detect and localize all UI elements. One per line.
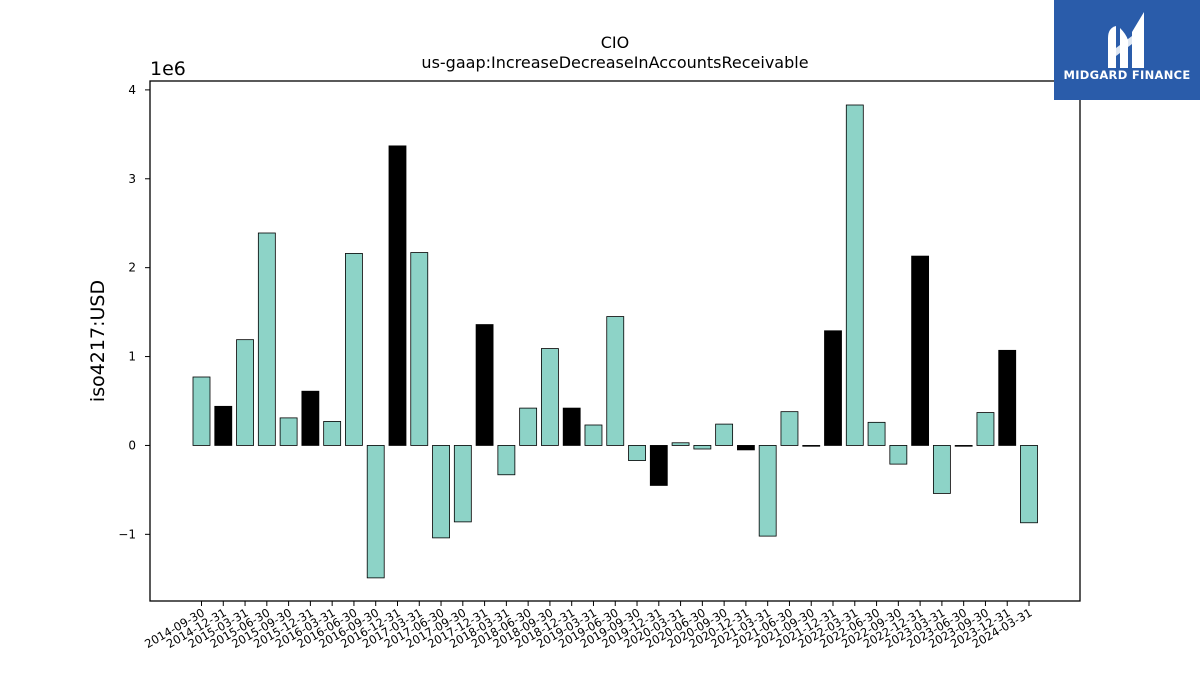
bar (606, 316, 625, 446)
bar (628, 445, 646, 461)
bar (932, 445, 951, 494)
y-scale-label: 1e6 (150, 58, 186, 80)
bar (345, 253, 363, 446)
midgard-logo-icon (1108, 12, 1144, 68)
bar (279, 417, 298, 446)
bar (715, 423, 734, 446)
bar (453, 445, 472, 523)
bar (737, 445, 755, 451)
bar (802, 445, 821, 447)
bar (911, 255, 930, 446)
y-tick-label: 3 (128, 172, 136, 186)
midgard-finance-logo: MIDGARD FINANCE (1054, 0, 1200, 100)
bar (192, 376, 211, 446)
chart-title: CIO (601, 33, 629, 52)
bar (432, 445, 450, 539)
bar (257, 232, 276, 446)
bar (780, 411, 799, 446)
y-tick-label: 2 (128, 261, 136, 275)
bar (976, 412, 995, 446)
y-tick-label: 1 (128, 350, 136, 364)
bar (824, 330, 842, 446)
bar (410, 252, 429, 446)
x-axis-ticks: 2014-09-302014-12-312015-03-312015-06-30… (142, 601, 1035, 651)
chart-subtitle: us-gaap:IncreaseDecreaseInAccountsReceiv… (421, 53, 808, 72)
bar (323, 421, 342, 446)
bar (845, 104, 864, 446)
y-tick-label: 4 (128, 83, 136, 97)
bar (649, 445, 668, 486)
bar (889, 445, 908, 465)
y-axis-label: iso4217:USD (87, 280, 109, 402)
bar (214, 405, 233, 446)
bar (562, 407, 581, 446)
bar (301, 390, 320, 446)
plot-frame (149, 80, 1081, 602)
bar (693, 445, 712, 450)
bar (1020, 445, 1038, 524)
y-tick-label: 0 (128, 438, 136, 452)
bar (388, 145, 407, 446)
bar (497, 445, 516, 476)
bar (366, 445, 385, 579)
bar (867, 421, 886, 446)
bar (954, 445, 973, 447)
bar (584, 424, 603, 446)
bar-series (192, 104, 1038, 579)
bar (758, 445, 777, 537)
bar (519, 407, 538, 446)
bar (236, 339, 254, 446)
y-tick-label: −1 (118, 527, 136, 541)
logo-text: MIDGARD FINANCE (1063, 68, 1191, 82)
bar (475, 324, 494, 446)
bar (998, 349, 1017, 446)
y-axis-ticks: −1 0 1 2 3 4 (118, 83, 150, 541)
bar (671, 442, 690, 446)
bar (541, 348, 559, 446)
